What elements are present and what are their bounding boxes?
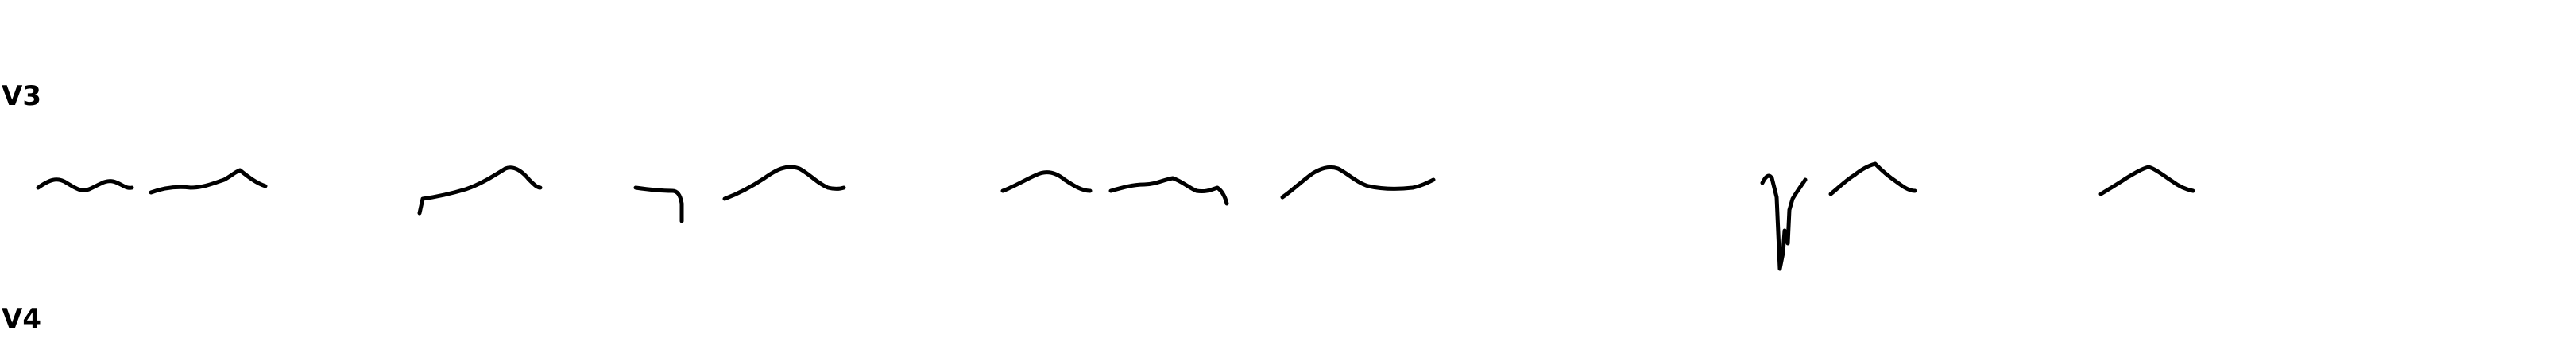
lead-label-top: V3: [2, 80, 41, 112]
trace-segment-11: [2098, 165, 2195, 196]
trace-segment-5: [722, 165, 846, 201]
lead-label-bottom: V4: [2, 303, 41, 335]
trace-segment-9: [1760, 173, 1808, 271]
trace-segment-2: [149, 168, 268, 195]
trace-segment-7: [1108, 176, 1229, 206]
trace-segment-3: [417, 165, 543, 216]
trace-segment-1: [36, 177, 134, 192]
trace-segment-10: [1828, 161, 1917, 196]
trace-segment-4: [633, 185, 684, 223]
trace-segment-6: [1000, 170, 1093, 193]
trace-segment-8: [1280, 165, 1436, 200]
